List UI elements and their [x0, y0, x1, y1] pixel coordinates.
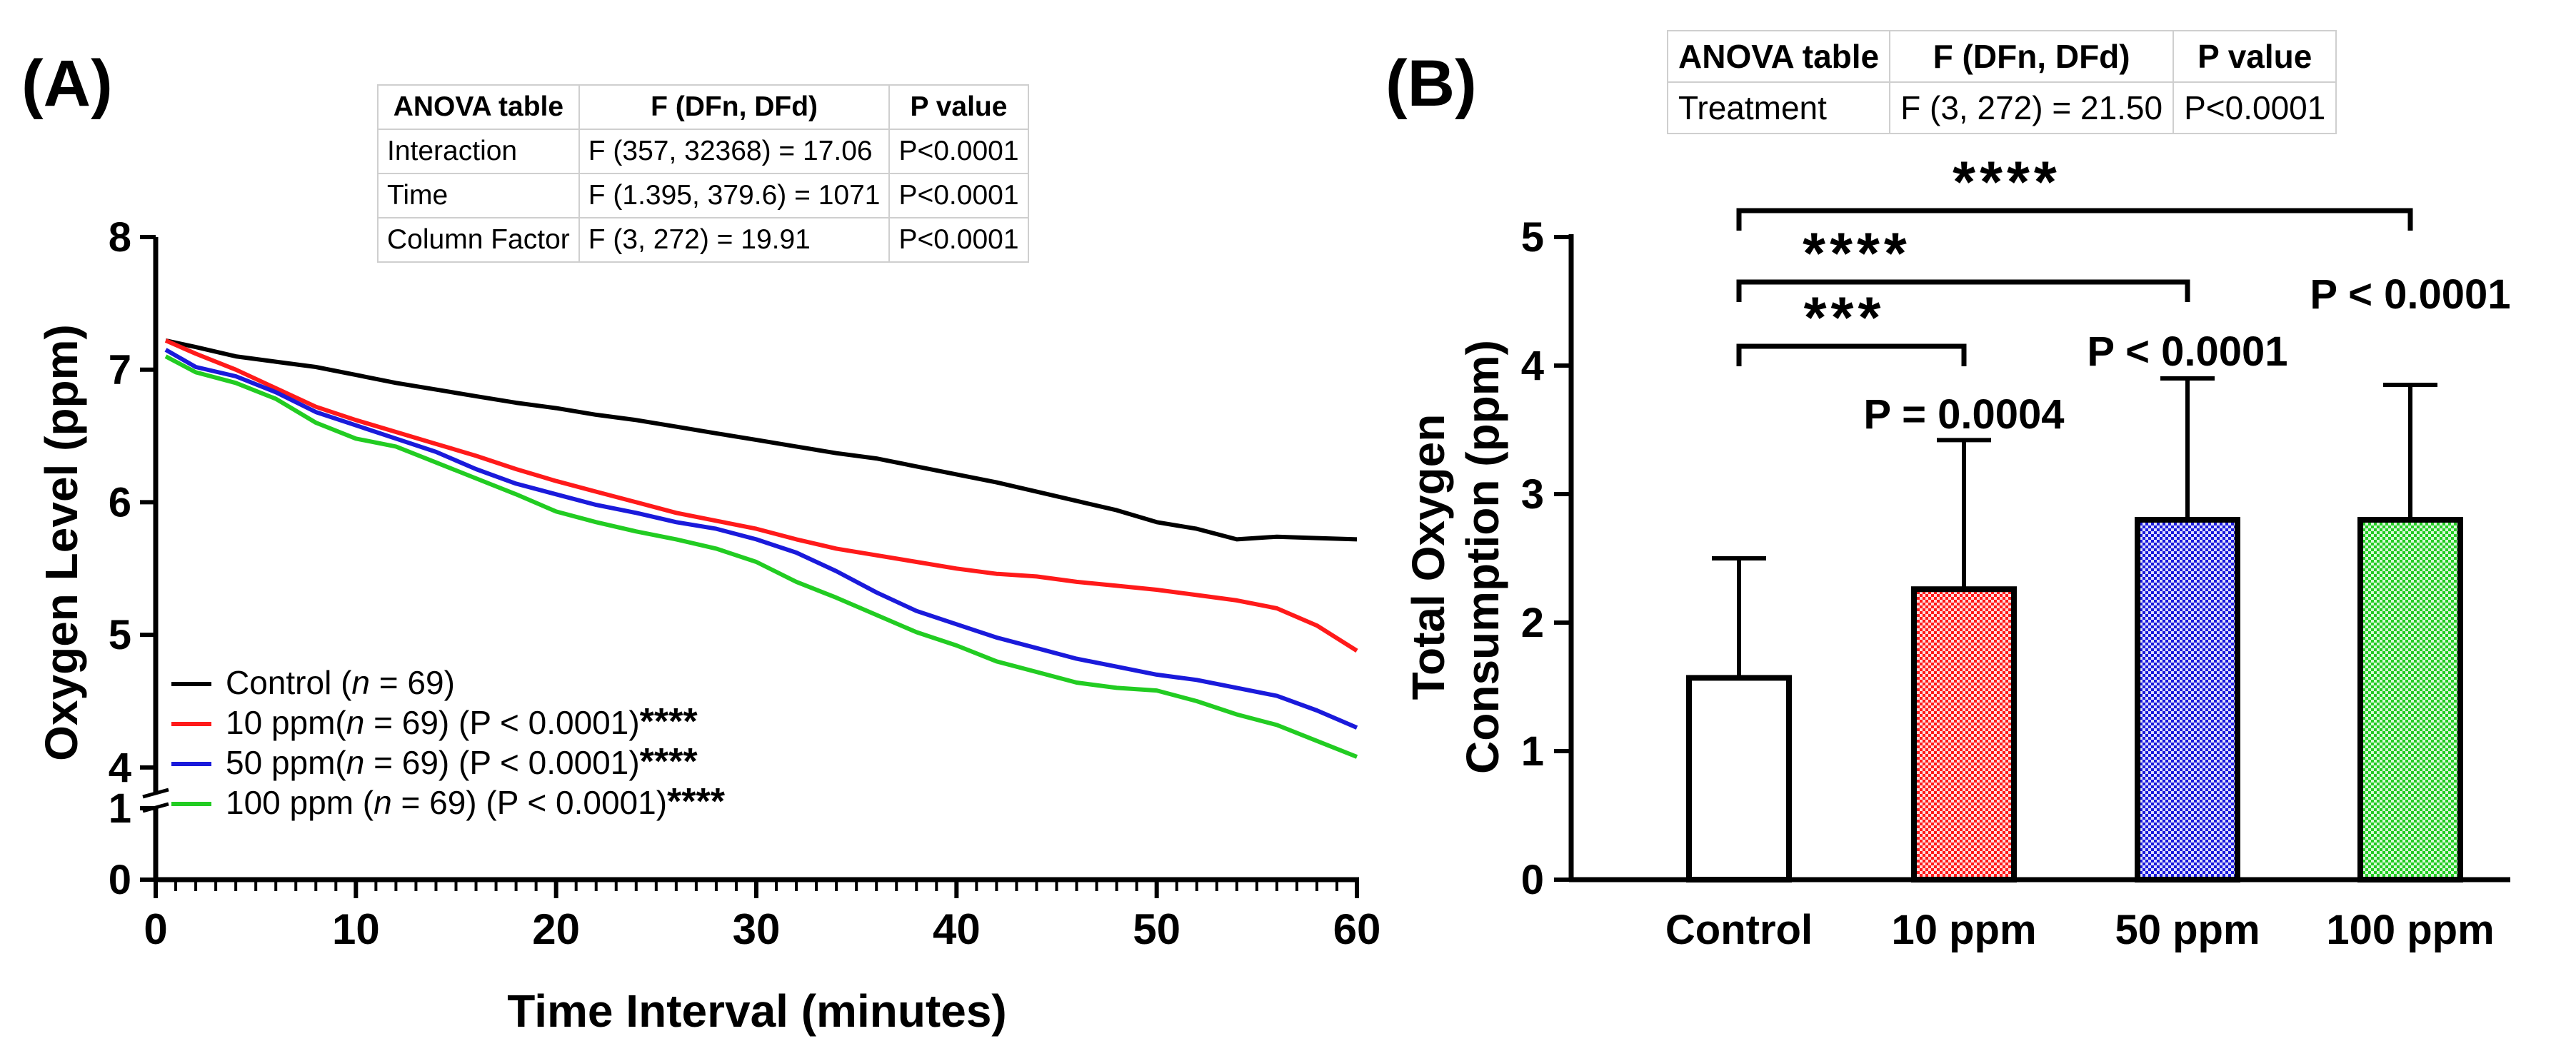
significance-stars: *** — [1804, 286, 1885, 351]
significance-bracket — [1736, 343, 1967, 366]
anova-table-a: ANOVA table F (DFn, DFd) P value Interac… — [377, 84, 1029, 263]
anova-a-cell: P<0.0001 — [888, 217, 1029, 263]
y-tick-label: 4 — [1521, 343, 1544, 389]
anova-a-cell: P<0.0001 — [888, 129, 1029, 174]
x-tick-label: 50 — [1133, 905, 1181, 953]
significance-bracket — [1736, 279, 2190, 302]
x-tick-label: 30 — [733, 905, 781, 953]
anova-b-cell: P<0.0001 — [2172, 81, 2337, 134]
legend-label-ppm100: 100 ppm (n = 69) (P < 0.0001)**** — [226, 781, 726, 823]
anova-a-cell: F (1.395, 379.6) = 1071 — [578, 173, 891, 218]
y-tick-label: 1 — [109, 785, 131, 832]
y-tick-label: 3 — [1521, 471, 1544, 518]
x-tick-label: Control — [1665, 907, 1813, 953]
y-tick-label: 2 — [1521, 600, 1544, 646]
anova-a-cell: F (357, 32368) = 17.06 — [578, 129, 891, 174]
y-tick-label: 5 — [1521, 214, 1544, 261]
bar-ppm10 — [1911, 586, 2017, 882]
anova-a-cell: Interaction — [377, 129, 580, 174]
significance-bracket — [1736, 208, 2413, 231]
series-line-ppm50 — [164, 348, 1358, 730]
bar-control — [1686, 675, 1792, 883]
bar-chart: 0 1 2 3 4 5 Total Oxygen Consumption (ppm) Contr… — [1403, 150, 2511, 953]
anova-a-row: Time F (1.395, 379.6) = 1071 P<0.0001 — [377, 173, 1029, 218]
anova-a-cell: Column Factor — [377, 217, 580, 263]
panel-a-label: (A) — [21, 47, 113, 120]
significance-stars: **** — [1803, 221, 1911, 286]
anova-table-b: ANOVA table F (DFn, DFd) P value Treatme… — [1666, 30, 2337, 134]
y-axis-label: Oxygen Level (ppm) — [36, 324, 87, 761]
axis-break-mark — [142, 788, 169, 799]
series-line-ppm100 — [164, 354, 1358, 759]
anova-a-cell: P<0.0001 — [888, 173, 1029, 218]
x-tick-label: 60 — [1333, 905, 1381, 953]
anova-a-header-row: ANOVA table F (DFn, DFd) P value — [377, 84, 1029, 130]
y-tick-label: 1 — [1521, 728, 1544, 775]
pvalue-label: P = 0.0004 — [1863, 391, 2064, 438]
x-tick-label: 10 — [332, 905, 380, 953]
pvalue-label: P < 0.0001 — [2310, 271, 2510, 318]
y-axis-label-line2: Consumption (ppm) — [1457, 340, 1508, 774]
x-tick-label: 50 ppm — [2115, 907, 2260, 953]
y-tick-label: 0 — [109, 857, 131, 903]
anova-b-row: Treatment F (3, 272) = 21.50 P<0.0001 — [1666, 81, 2337, 134]
y-tick-label: 6 — [109, 479, 131, 526]
legend-label-ppm50: 50 ppm(n = 69) (P < 0.0001)**** — [226, 741, 698, 783]
y-tick-label: 8 — [109, 214, 131, 261]
anova-b-cell: Treatment — [1666, 81, 1891, 134]
panel-b-label: (B) — [1385, 47, 1477, 120]
x-tick-label: 0 — [144, 905, 167, 953]
x-tick-label: 10 ppm — [1891, 907, 2036, 953]
anova-a-cell: Time — [377, 173, 580, 218]
anova-a-header: P value — [888, 84, 1029, 130]
anova-a-row: Interaction F (357, 32368) = 17.06 P<0.0… — [377, 129, 1029, 174]
x-tick-label: 100 ppm — [2326, 907, 2494, 953]
y-tick-label: 4 — [109, 745, 131, 791]
anova-b-cell: F (3, 272) = 21.50 — [1889, 81, 2175, 134]
anova-b-header: F (DFn, DFd) — [1889, 30, 2175, 83]
anova-b-header: P value — [2172, 30, 2337, 83]
pvalue-label: P < 0.0001 — [2087, 328, 2287, 375]
anova-a-header: ANOVA table — [377, 84, 580, 130]
anova-a-row: Column Factor F (3, 272) = 19.91 P<0.000… — [377, 217, 1029, 263]
legend-label-control: Control (n = 69) — [226, 664, 455, 701]
legend-label-ppm10: 10 ppm(n = 69) (P < 0.0001)**** — [226, 701, 698, 743]
y-tick-label: 5 — [109, 612, 131, 658]
y-axis-label-line1: Total Oxygen — [1403, 414, 1454, 700]
x-tick-label: 20 — [532, 905, 580, 953]
y-tick-label: 0 — [1521, 857, 1544, 903]
y-tick-label: 7 — [109, 347, 131, 393]
anova-b-header-row: ANOVA table F (DFn, DFd) P value — [1666, 30, 2337, 83]
x-tick-label: 40 — [933, 905, 981, 953]
bar-ppm100 — [2357, 517, 2463, 882]
bar-ppm50 — [2135, 517, 2240, 882]
series-line-control — [165, 338, 1358, 542]
significance-stars: **** — [1953, 150, 2061, 215]
series-line-ppm10 — [164, 338, 1358, 653]
anova-a-header: F (DFn, DFd) — [578, 84, 891, 130]
x-axis-label: Time Interval (minutes) — [507, 985, 1006, 1037]
anova-a-cell: F (3, 272) = 19.91 — [578, 217, 891, 263]
anova-b-header: ANOVA table — [1666, 30, 1891, 83]
